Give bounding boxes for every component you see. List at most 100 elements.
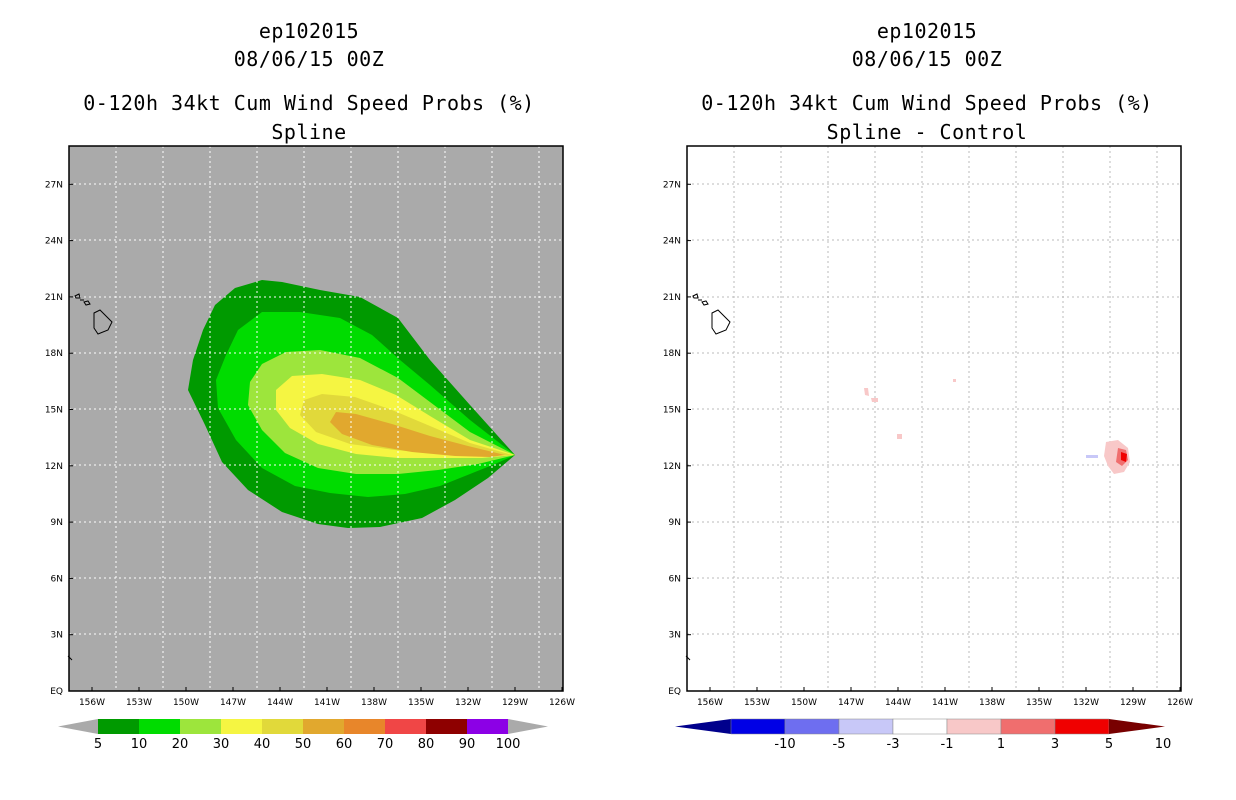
colorbar-swatch	[262, 719, 303, 734]
colorbar-swatch	[221, 719, 262, 734]
right-map-panel: ep102015 08/06/15 00Z 0-120h 34kt Cum Wi…	[618, 0, 1236, 800]
colorbar-label: 1	[997, 737, 1005, 752]
colorbar-label: 40	[254, 737, 271, 752]
lon-label: 126W	[1167, 698, 1193, 708]
colorbar-left-arrow	[58, 719, 98, 734]
right-map-background	[687, 146, 1181, 691]
lon-label: 144W	[885, 698, 911, 708]
left-colorbar: 5 10 20 30 40 50 60 70 80 90 100	[58, 719, 548, 752]
colorbar-swatch	[467, 719, 508, 734]
lon-label: 147W	[838, 698, 864, 708]
right-title-time: 08/06/15 00Z	[851, 47, 1003, 71]
diff-blob-small-4	[953, 379, 956, 382]
colorbar-label: -3	[887, 737, 900, 752]
lon-label: 135W	[408, 698, 434, 708]
colorbar-label: 20	[172, 737, 189, 752]
left-map-panel: ep102015 08/06/15 00Z 0-120h 34kt Cum Wi…	[45, 19, 575, 752]
colorbar-swatch	[1054, 718, 1110, 735]
colorbar-label: 100	[496, 737, 521, 752]
swath-40pct	[300, 394, 512, 456]
lat-label: 15N	[663, 406, 681, 416]
colorbar-label: 90	[459, 737, 476, 752]
colorbar-swatch	[838, 718, 894, 735]
colorbar-left-arrow	[675, 719, 731, 734]
colorbar-label: 5	[1105, 737, 1113, 752]
lon-label: 135W	[1026, 698, 1052, 708]
colorbar-swatch	[180, 719, 221, 734]
left-title-product: 0-120h 34kt Cum Wind Speed Probs (%)	[83, 91, 535, 115]
colorbar-label: 80	[418, 737, 435, 752]
lat-label: 9N	[669, 518, 681, 528]
lon-label: 153W	[126, 698, 152, 708]
lon-label: 150W	[173, 698, 199, 708]
colorbar-right-arrow	[1109, 719, 1165, 734]
lon-label: 132W	[1073, 698, 1099, 708]
colorbar-swatch	[344, 719, 385, 734]
lat-label: 18N	[45, 349, 63, 359]
left-title-storm: ep102015	[258, 19, 360, 43]
colorbar-label: -10	[774, 737, 795, 752]
lat-label: EQ	[668, 687, 681, 697]
colorbar-swatch	[892, 718, 948, 735]
colorbar-label: 3	[1051, 737, 1059, 752]
lat-label: 12N	[45, 462, 63, 472]
diff-blob-negative	[1086, 455, 1098, 458]
lon-label: 156W	[79, 698, 105, 708]
lon-label: 144W	[267, 698, 293, 708]
diff-blob-small-3	[897, 434, 902, 439]
lat-label: 24N	[663, 237, 681, 247]
left-probability-swath	[188, 280, 515, 528]
colorbar-swatch	[98, 719, 139, 734]
diff-blob-positive-peak	[1121, 452, 1127, 462]
lat-label: 6N	[669, 574, 681, 584]
lat-label: 21N	[45, 293, 63, 303]
lat-label: 9N	[51, 518, 63, 528]
colorbar-label: -5	[833, 737, 846, 752]
left-lat-axis: EQ 3N 6N 9N 12N 15N 18N 21N 24N 27N	[45, 180, 73, 697]
right-title-product: 0-120h 34kt Cum Wind Speed Probs (%)	[701, 91, 1153, 115]
colorbar-label: 60	[336, 737, 353, 752]
lat-label: 21N	[663, 293, 681, 303]
right-difference-features	[864, 379, 1130, 474]
left-grid	[69, 146, 563, 691]
hawaii-coastline-icon	[67, 293, 113, 661]
diff-blob-small-2	[871, 398, 878, 402]
lon-label: 138W	[979, 698, 1005, 708]
right-lat-axis: EQ 3N 6N 9N 12N 15N 18N 21N 24N 27N	[663, 180, 691, 697]
colorbar-swatch	[426, 719, 467, 734]
colorbar-label: 5	[94, 737, 102, 752]
right-map-frame	[686, 145, 1182, 692]
colorbar-label: 10	[131, 737, 148, 752]
right-title-subtitle: Spline - Control	[826, 120, 1028, 144]
colorbar-swatch	[385, 719, 426, 734]
colorbar-swatch	[139, 719, 180, 734]
left-map-frame	[68, 145, 564, 692]
colorbar-swatch	[730, 718, 786, 735]
lat-label: 27N	[45, 180, 63, 190]
lon-label: 156W	[697, 698, 723, 708]
colorbar-swatch	[1000, 718, 1056, 735]
colorbar-label: 30	[213, 737, 230, 752]
lon-label: 147W	[220, 698, 246, 708]
lat-label: 15N	[45, 406, 63, 416]
colorbar-swatch	[784, 718, 840, 735]
lat-label: 3N	[51, 631, 63, 641]
colorbar-label: 10	[1155, 737, 1172, 752]
left-title-time: 08/06/15 00Z	[233, 47, 385, 71]
lat-label: 12N	[663, 462, 681, 472]
lon-label: 126W	[549, 698, 575, 708]
lat-label: 3N	[669, 631, 681, 641]
lon-label: 129W	[1120, 698, 1146, 708]
lon-label: 138W	[361, 698, 387, 708]
diff-blob-small-1	[864, 388, 869, 396]
right-grid	[687, 146, 1181, 691]
colorbar-label: 50	[295, 737, 312, 752]
lat-label: EQ	[50, 687, 63, 697]
lon-label: 129W	[502, 698, 528, 708]
colorbar-swatch	[946, 718, 1002, 735]
lon-label: 141W	[314, 698, 340, 708]
colorbar-label: 70	[377, 737, 394, 752]
lat-label: 27N	[663, 180, 681, 190]
colorbar-swatch	[303, 719, 344, 734]
right-colorbar: -10 -5 -3 -1 1 3 5 10	[675, 718, 1172, 752]
